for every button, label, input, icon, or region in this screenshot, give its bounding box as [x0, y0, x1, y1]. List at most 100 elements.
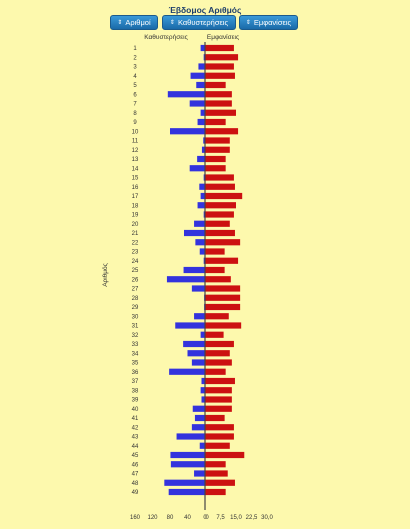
bar-delays-14: [189, 165, 205, 172]
sort-by-number-button[interactable]: ⇕ Αριθμοί: [110, 15, 158, 30]
category-label: 20: [132, 222, 139, 228]
bar-delays-9: [197, 118, 205, 126]
bar-appearances-46: [205, 461, 226, 468]
category-label: 22: [132, 240, 139, 246]
bar-appearances-13: [205, 155, 226, 163]
category-label: 27: [132, 287, 139, 293]
category-label: 38: [132, 388, 139, 394]
bar-appearances-31: [205, 322, 242, 329]
x-tick-label-delays: 0: [203, 515, 207, 521]
x-tick-label-delays: 160: [130, 515, 141, 521]
category-label: 31: [132, 324, 139, 330]
bar-delays-26: [166, 276, 205, 283]
bar-delays-20: [194, 220, 205, 227]
bar-appearances-18: [205, 202, 236, 209]
x-tick-label-delays: 120: [147, 515, 158, 521]
category-label: 46: [132, 462, 139, 468]
category-label: 9: [133, 120, 137, 126]
category-label: 7: [133, 102, 137, 108]
bar-delays-10: [170, 128, 205, 135]
bar-delays-16: [199, 183, 205, 190]
bar-delays-38: [200, 387, 205, 394]
sort-button-label: Αριθμοί: [125, 18, 151, 27]
category-label: 43: [132, 435, 139, 441]
bar-delays-17: [200, 192, 205, 200]
bar-delays-27: [191, 285, 205, 292]
bar-delays-30: [194, 313, 205, 320]
bar-appearances-4: [205, 72, 235, 79]
bar-delays-18: [197, 202, 205, 209]
bar-delays-34: [187, 350, 205, 357]
bar-appearances-26: [205, 276, 231, 283]
category-label: 34: [132, 351, 139, 357]
bar-delays-23: [199, 248, 205, 255]
bar-delays-39: [201, 396, 205, 403]
y-axis-label: Αριθμός: [101, 263, 109, 287]
bar-delays-1: [200, 44, 205, 52]
bar-appearances-47: [205, 470, 228, 477]
category-label: 8: [133, 111, 137, 117]
bar-appearances-20: [205, 220, 230, 227]
category-label: 19: [132, 213, 139, 219]
bar-appearances-45: [205, 451, 245, 459]
bar-appearances-23: [205, 248, 225, 255]
category-label: 12: [132, 148, 139, 154]
bar-delays-41: [194, 414, 205, 422]
category-label: 18: [132, 203, 139, 209]
category-label: 13: [132, 157, 139, 163]
bar-appearances-35: [205, 359, 232, 366]
bar-delays-33: [183, 340, 205, 348]
category-label: 39: [132, 398, 139, 404]
category-label: 23: [132, 250, 139, 256]
bar-appearances-25: [205, 266, 225, 274]
bar-appearances-30: [205, 313, 229, 320]
bar-delays-15: [203, 174, 205, 181]
x-tick-label-appearances: 15,0: [230, 515, 242, 521]
bar-appearances-11: [205, 137, 230, 144]
category-label: 24: [132, 259, 139, 265]
category-label: 15: [132, 176, 139, 182]
bar-appearances-8: [205, 109, 236, 116]
bar-appearances-5: [205, 81, 226, 89]
bar-appearances-12: [205, 146, 230, 153]
bar-delays-24: [203, 257, 205, 264]
bar-appearances-17: [205, 192, 243, 200]
category-label: 33: [132, 342, 139, 348]
bar-appearances-38: [205, 387, 232, 394]
bar-delays-42: [191, 424, 205, 431]
category-label: 26: [132, 277, 139, 283]
category-label: 5: [133, 83, 137, 89]
bar-appearances-22: [205, 239, 241, 246]
sort-by-delays-button[interactable]: ⇕ Καθυστερήσεις: [162, 15, 236, 30]
series-header-delays: Καθυστερήσεις: [144, 34, 187, 41]
bar-delays-11: [203, 137, 205, 144]
bar-delays-4: [190, 72, 205, 79]
x-tick-label-appearances: 7,5: [216, 515, 225, 521]
bar-appearances-3: [205, 63, 234, 70]
bar-delays-2: [203, 54, 205, 61]
category-label: 44: [132, 444, 139, 450]
category-label: 40: [132, 407, 139, 413]
bar-delays-3: [198, 63, 205, 70]
bar-delays-43: [176, 433, 205, 440]
bar-delays-46: [170, 461, 205, 468]
category-label: 6: [133, 92, 137, 98]
bar-delays-47: [194, 470, 205, 477]
category-label: 28: [132, 296, 139, 302]
category-label: 16: [132, 185, 139, 191]
bar-appearances-21: [205, 229, 235, 237]
bar-appearances-9: [205, 118, 226, 126]
sort-by-appearances-button[interactable]: ⇕ Εμφανίσεις: [239, 15, 298, 30]
sort-button-label: Εμφανίσεις: [253, 18, 292, 27]
bar-delays-6: [167, 91, 205, 98]
bar-appearances-41: [205, 414, 225, 422]
bar-delays-22: [195, 239, 205, 246]
series-header-appearances: Εμφανίσεις: [207, 33, 239, 41]
category-label: 45: [132, 453, 139, 459]
bar-delays-8: [200, 109, 205, 116]
bar-appearances-33: [205, 340, 234, 348]
bar-delays-45: [170, 451, 205, 459]
category-label: 32: [132, 333, 139, 339]
chart-title: Έβδομος Αριθμός: [168, 5, 242, 15]
